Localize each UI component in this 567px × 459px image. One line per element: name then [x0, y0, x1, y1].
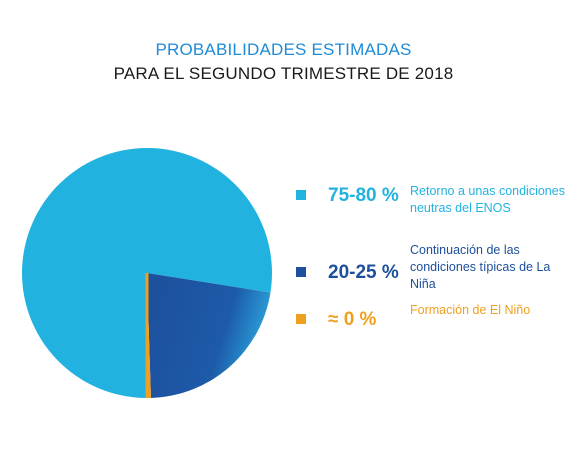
legend-description: Continuación de las condiciones típicas …: [410, 243, 551, 291]
legend-swatch: [296, 190, 306, 200]
legend-swatch: [296, 314, 306, 324]
chart-title: PROBABILIDADES ESTIMADAS: [155, 40, 412, 59]
legend-description: Formación de El Niño: [410, 303, 531, 317]
legend-percent: 20-25 %: [328, 262, 399, 283]
chart-subtitle: PARA EL SEGUNDO TRIMESTRE DE 2018: [113, 64, 454, 83]
legend-description: Retorno a unas condiciones neutras del E…: [410, 184, 565, 215]
legend-percent: ≈ 0 %: [328, 309, 377, 330]
legend-percent: 75-80 %: [328, 185, 399, 206]
pie-slice-la-nina: [147, 273, 271, 398]
legend-swatch: [296, 267, 306, 277]
